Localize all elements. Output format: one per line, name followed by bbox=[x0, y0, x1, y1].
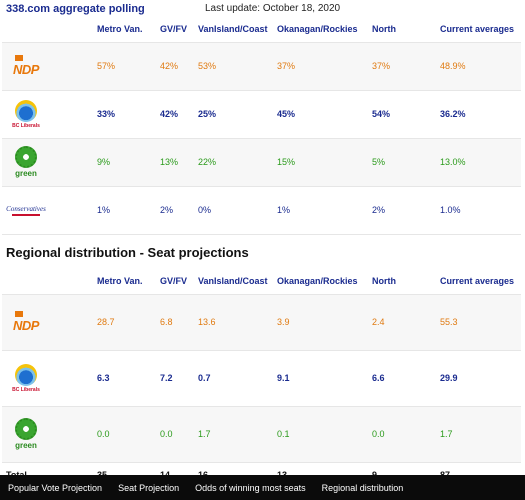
cell: 25% bbox=[198, 90, 277, 139]
cell: 13% bbox=[160, 138, 198, 187]
cell: 33% bbox=[97, 90, 160, 139]
green-logo: green bbox=[2, 406, 97, 463]
col-current-averages: Current averages bbox=[440, 16, 521, 43]
col-metro-van: Metro Van. bbox=[97, 268, 160, 295]
col-north: North bbox=[372, 16, 440, 43]
cell: 9% bbox=[97, 138, 160, 187]
seats-header-row: Metro Van. GV/FV VanIsland/Coast Okanaga… bbox=[2, 268, 521, 295]
green-logo: green bbox=[2, 138, 97, 187]
cell: 7.2 bbox=[160, 350, 198, 407]
nav-seat-projection[interactable]: Seat Projection bbox=[118, 482, 180, 493]
cell: 5% bbox=[372, 138, 440, 187]
cell: 1% bbox=[97, 186, 160, 235]
site-title[interactable]: 338.com aggregate polling bbox=[6, 3, 145, 15]
header-blank bbox=[2, 16, 97, 43]
table-row: BC Liberals 33% 42% 25% 45% 54% 36.2% bbox=[2, 90, 521, 139]
table-row: green 9% 13% 22% 15% 5% 13.0% bbox=[2, 138, 521, 187]
cell: 55.3 bbox=[440, 294, 521, 351]
bc-liberals-logo: BC Liberals bbox=[2, 350, 97, 407]
cell: 13.0% bbox=[440, 138, 521, 187]
cell: 48.9% bbox=[440, 42, 521, 91]
nav-odds-winning-most-seats[interactable]: Odds of winning most seats bbox=[195, 482, 306, 493]
cell: 36.2% bbox=[440, 90, 521, 139]
cell: 29.9 bbox=[440, 350, 521, 407]
cell: 0.7 bbox=[198, 350, 277, 407]
header-blank bbox=[2, 268, 97, 295]
cell: 3.9 bbox=[277, 294, 372, 351]
col-gv-fv: GV/FV bbox=[160, 268, 198, 295]
cell: 1.0% bbox=[440, 186, 521, 235]
cell: 42% bbox=[160, 90, 198, 139]
flower-icon bbox=[15, 146, 37, 168]
ndp-logo-text: NDP bbox=[13, 318, 39, 333]
cell: 37% bbox=[372, 42, 440, 91]
cell: 53% bbox=[198, 42, 277, 91]
col-vanisland-coast: VanIsland/Coast bbox=[198, 268, 277, 295]
cell: 13.6 bbox=[198, 294, 277, 351]
conservatives-logo: Conservatives bbox=[2, 186, 97, 235]
cell: 57% bbox=[97, 42, 160, 91]
cell: 54% bbox=[372, 90, 440, 139]
cell: 6.8 bbox=[160, 294, 198, 351]
ndp-logo: NDP bbox=[2, 294, 97, 351]
cell: 2% bbox=[372, 186, 440, 235]
ndp-logo-text: NDP bbox=[13, 62, 39, 77]
table-row: Conservatives 1% 2% 0% 1% 2% 1.0% bbox=[2, 186, 521, 235]
cell: 2.4 bbox=[372, 294, 440, 351]
cell: 45% bbox=[277, 90, 372, 139]
cell: 0.0 bbox=[97, 406, 160, 463]
cell: 28.7 bbox=[97, 294, 160, 351]
cell: 1.7 bbox=[440, 406, 521, 463]
nav-popular-vote-projection[interactable]: Popular Vote Projection bbox=[8, 482, 103, 493]
sun-icon bbox=[15, 99, 37, 122]
table-row: BC Liberals 6.3 7.2 0.7 9.1 6.6 29.9 bbox=[2, 350, 521, 407]
col-metro-van: Metro Van. bbox=[97, 16, 160, 43]
top-bar: 338.com aggregate polling Last update: O… bbox=[0, 0, 525, 16]
cell: 0.1 bbox=[277, 406, 372, 463]
cell: 0.0 bbox=[160, 406, 198, 463]
cell: 42% bbox=[160, 42, 198, 91]
flower-icon bbox=[15, 418, 37, 440]
col-current-averages: Current averages bbox=[440, 268, 521, 295]
bc-liberals-logo-text: BC Liberals bbox=[12, 122, 40, 129]
table-row: green 0.0 0.0 1.7 0.1 0.0 1.7 bbox=[2, 406, 521, 463]
cell: 6.6 bbox=[372, 350, 440, 407]
table-row: NDP 57% 42% 53% 37% 37% 48.9% bbox=[2, 42, 521, 91]
bottom-nav: Popular Vote Projection Seat Projection … bbox=[0, 475, 525, 500]
bc-liberals-logo-text: BC Liberals bbox=[12, 386, 40, 393]
cell: 22% bbox=[198, 138, 277, 187]
conservatives-logo-text: Conservatives bbox=[6, 204, 46, 213]
cell: 0.0 bbox=[372, 406, 440, 463]
sun-icon bbox=[15, 363, 37, 386]
cell: 37% bbox=[277, 42, 372, 91]
bc-liberals-logo: BC Liberals bbox=[2, 90, 97, 139]
seat-projection-table: Metro Van. GV/FV VanIsland/Coast Okanaga… bbox=[2, 268, 521, 489]
section-title: Regional distribution - Seat projections bbox=[6, 245, 249, 260]
green-logo-text: green bbox=[15, 441, 37, 450]
cell: 15% bbox=[277, 138, 372, 187]
table-row: NDP 28.7 6.8 13.6 3.9 2.4 55.3 bbox=[2, 294, 521, 351]
ndp-logo: NDP bbox=[2, 42, 97, 91]
col-north: North bbox=[372, 268, 440, 295]
cell: 2% bbox=[160, 186, 198, 235]
col-vanisland-coast: VanIsland/Coast bbox=[198, 16, 277, 43]
nav-regional-distribution[interactable]: Regional distribution bbox=[321, 482, 404, 493]
green-logo-text: green bbox=[15, 169, 37, 178]
col-okanagan-rockies: Okanagan/Rockies bbox=[277, 16, 372, 43]
last-update: Last update: October 18, 2020 bbox=[205, 3, 341, 14]
polling-table: Metro Van. GV/FV VanIsland/Coast Okanaga… bbox=[2, 16, 521, 235]
col-gv-fv: GV/FV bbox=[160, 16, 198, 43]
col-okanagan-rockies: Okanagan/Rockies bbox=[277, 268, 372, 295]
cell: 9.1 bbox=[277, 350, 372, 407]
cell: 1% bbox=[277, 186, 372, 235]
polling-header-row: Metro Van. GV/FV VanIsland/Coast Okanaga… bbox=[2, 16, 521, 43]
cell: 1.7 bbox=[198, 406, 277, 463]
cell: 0% bbox=[198, 186, 277, 235]
cell: 6.3 bbox=[97, 350, 160, 407]
